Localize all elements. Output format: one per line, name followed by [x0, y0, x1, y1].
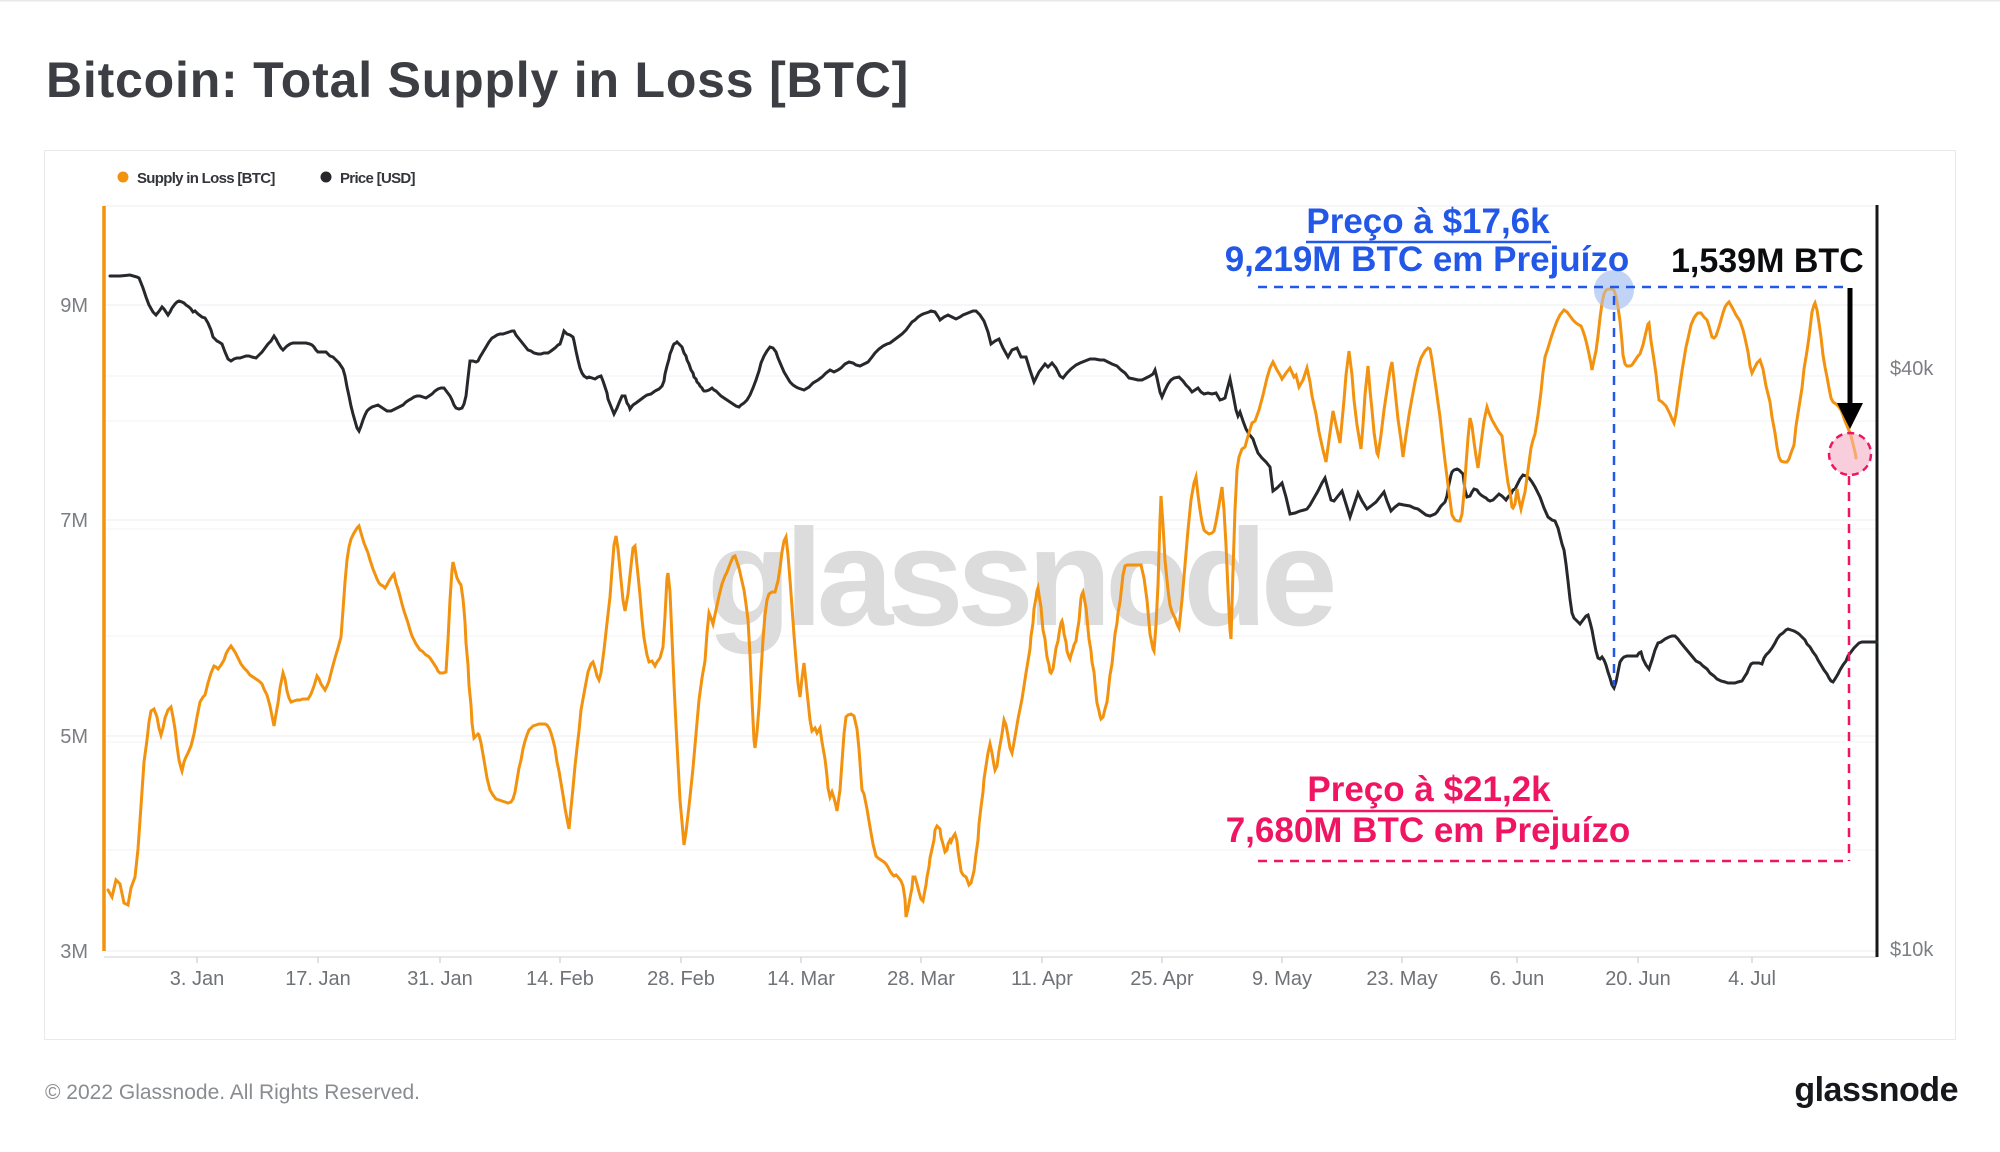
svg-text:glassnode: glassnode [1794, 1071, 1958, 1109]
svg-text:9,219M BTC em Prejuízo: 9,219M BTC em Prejuízo [1225, 240, 1630, 279]
svg-text:17. Jan: 17. Jan [285, 968, 351, 990]
svg-text:© 2022 Glassnode. All Rights R: © 2022 Glassnode. All Rights Reserved. [45, 1081, 420, 1104]
svg-text:1,539M BTC: 1,539M BTC [1671, 242, 1864, 280]
svg-text:Bitcoin: Total Supply in Loss: Bitcoin: Total Supply in Loss [BTC] [46, 52, 909, 108]
svg-text:7,680M BTC em Prejuízo: 7,680M BTC em Prejuízo [1226, 811, 1631, 850]
svg-text:31. Jan: 31. Jan [407, 968, 473, 990]
svg-text:Preço à $17,6k: Preço à $17,6k [1306, 202, 1550, 241]
svg-text:glassnode: glassnode [707, 501, 1334, 655]
svg-text:7M: 7M [60, 510, 88, 532]
svg-text:20. Jun: 20. Jun [1605, 968, 1671, 990]
svg-text:28. Feb: 28. Feb [647, 968, 715, 990]
svg-text:6. Jun: 6. Jun [1490, 968, 1544, 990]
svg-text:23. May: 23. May [1366, 968, 1437, 990]
svg-text:28. Mar: 28. Mar [887, 968, 955, 990]
svg-text:14. Feb: 14. Feb [526, 968, 594, 990]
svg-text:Preço à $21,2k: Preço à $21,2k [1307, 770, 1551, 809]
svg-text:25. Apr: 25. Apr [1130, 968, 1194, 990]
svg-text:Price [USD]: Price [USD] [340, 170, 416, 187]
svg-text:3M: 3M [60, 941, 88, 963]
svg-text:4. Jul: 4. Jul [1728, 968, 1776, 990]
svg-text:11. Apr: 11. Apr [1011, 968, 1073, 990]
svg-text:9M: 9M [60, 295, 88, 317]
svg-text:$10k: $10k [1890, 939, 1934, 961]
svg-text:5M: 5M [60, 726, 88, 748]
svg-text:Supply in Loss [BTC]: Supply in Loss [BTC] [137, 170, 275, 187]
svg-text:9. May: 9. May [1252, 968, 1312, 990]
svg-text:14. Mar: 14. Mar [767, 968, 835, 990]
svg-text:$40k: $40k [1890, 358, 1934, 380]
svg-text:3. Jan: 3. Jan [170, 968, 224, 990]
